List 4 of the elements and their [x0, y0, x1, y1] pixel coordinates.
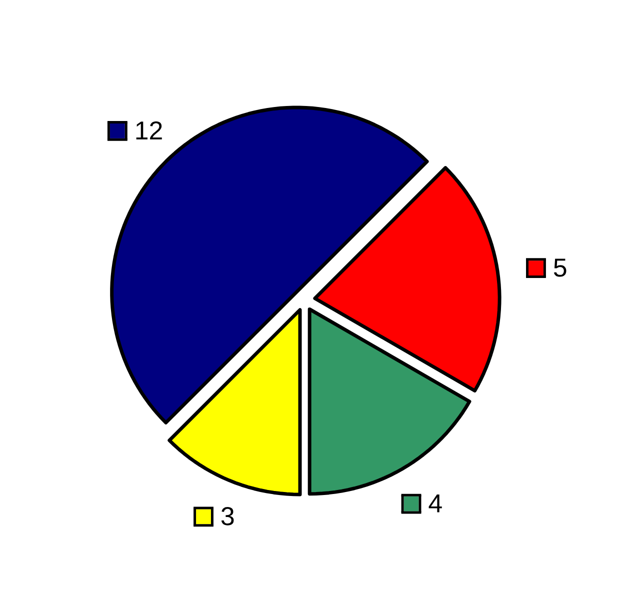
data-label: 5 [554, 258, 566, 277]
data-label: 3 [221, 507, 234, 526]
data-label: 4 [428, 494, 442, 512]
data-label: 12 [136, 122, 162, 140]
